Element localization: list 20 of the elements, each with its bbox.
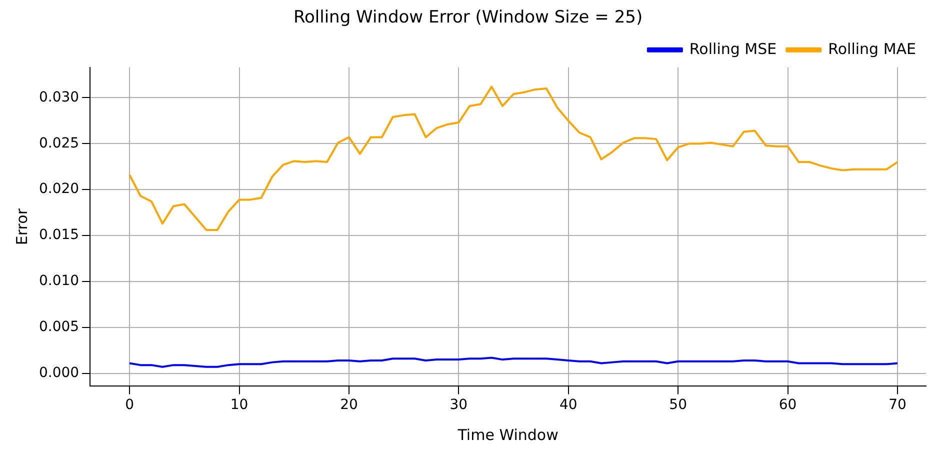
x-tick-label: 10 (230, 397, 248, 414)
x-tick-label: 30 (450, 397, 468, 414)
x-tick-label: 20 (340, 397, 358, 414)
y-tick-label: 0.005 (38, 319, 80, 336)
x-tick-label: 0 (125, 397, 134, 414)
x-tick-label: 50 (669, 397, 687, 414)
x-axis-title: Time Window (456, 426, 558, 444)
y-axis-title: Error (12, 208, 31, 246)
y-tick-label: 0.000 (38, 364, 80, 381)
x-tick-label: 60 (778, 397, 797, 414)
legend-label: Rolling MSE (689, 40, 777, 58)
x-tick-label: 40 (559, 397, 578, 414)
chart-title: Rolling Window Error (Window Size = 25) (293, 8, 643, 28)
y-tick-label: 0.030 (38, 89, 80, 106)
y-tick-label: 0.010 (38, 273, 80, 290)
y-tick-label: 0.025 (38, 135, 80, 152)
legend-label: Rolling MAE (828, 40, 916, 58)
y-tick-label: 0.020 (38, 181, 80, 198)
y-tick-label: 0.015 (38, 227, 80, 244)
x-tick-label: 70 (888, 397, 906, 414)
